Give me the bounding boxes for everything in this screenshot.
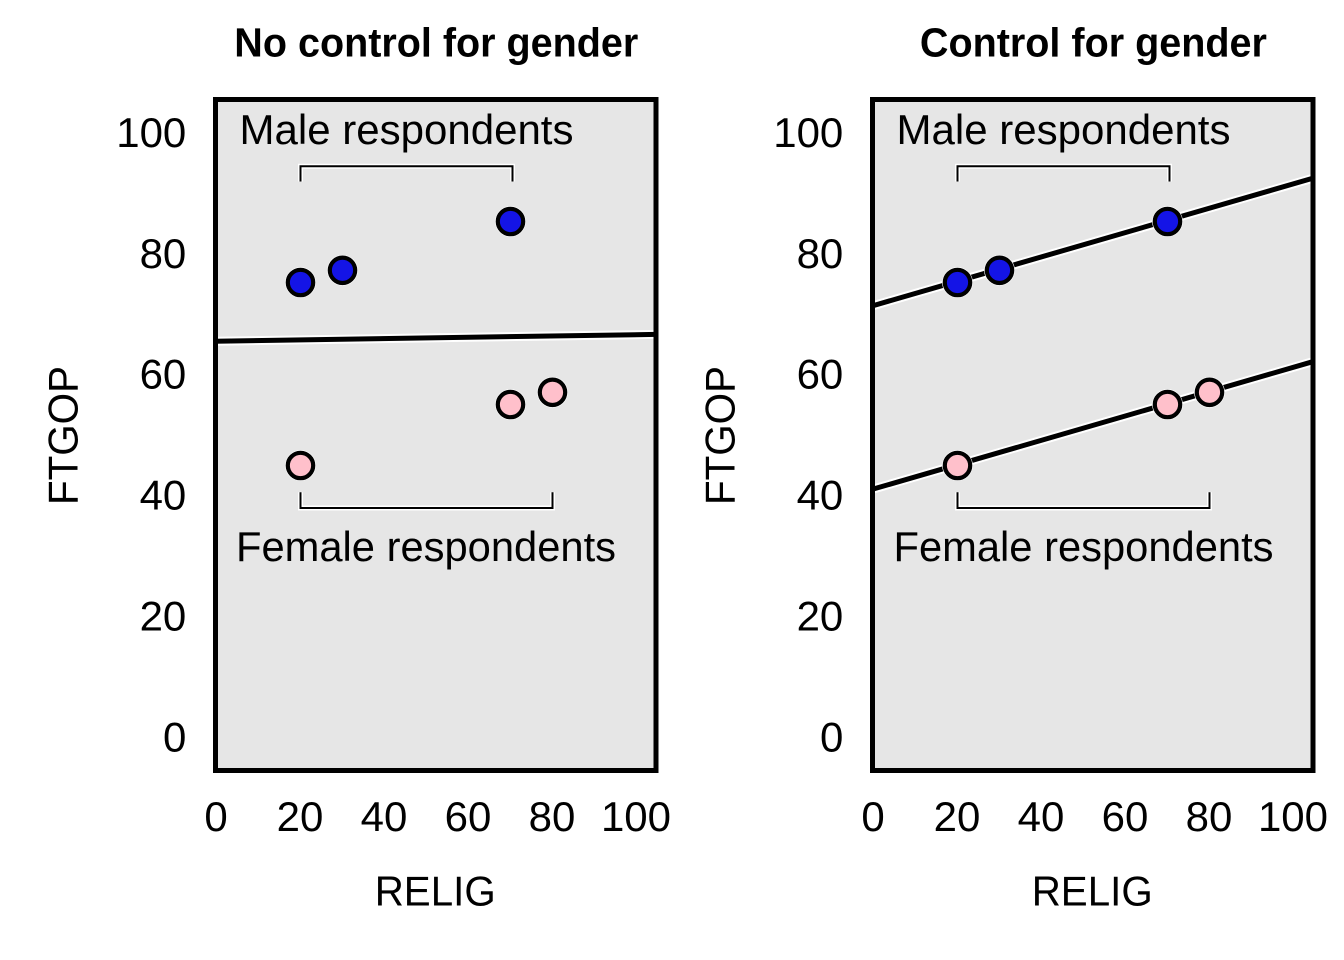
svg-text:80: 80: [1186, 793, 1233, 840]
svg-text:40: 40: [361, 793, 408, 840]
svg-text:60: 60: [1102, 793, 1149, 840]
svg-text:Male respondents: Male respondents: [240, 106, 574, 153]
svg-text:Control for gender: Control for gender: [920, 19, 1267, 65]
svg-text:20: 20: [140, 592, 187, 639]
svg-text:Female respondents: Female respondents: [236, 523, 616, 570]
svg-text:Male respondents: Male respondents: [897, 106, 1231, 153]
svg-text:0: 0: [861, 793, 884, 840]
svg-text:60: 60: [445, 793, 492, 840]
svg-text:40: 40: [140, 472, 187, 519]
svg-text:40: 40: [1018, 793, 1065, 840]
svg-text:20: 20: [934, 793, 981, 840]
svg-text:0: 0: [204, 793, 227, 840]
svg-text:100: 100: [601, 793, 671, 840]
svg-text:RELIG: RELIG: [1032, 867, 1153, 914]
svg-text:60: 60: [140, 351, 187, 398]
svg-text:60: 60: [797, 351, 844, 398]
svg-text:100: 100: [773, 109, 843, 156]
svg-text:0: 0: [820, 713, 843, 760]
svg-text:80: 80: [529, 793, 576, 840]
svg-text:0: 0: [163, 713, 186, 760]
svg-text:80: 80: [140, 230, 187, 277]
svg-text:100: 100: [116, 109, 186, 156]
svg-text:Female respondents: Female respondents: [894, 523, 1274, 570]
svg-text:20: 20: [797, 592, 844, 639]
svg-text:No control for gender: No control for gender: [234, 19, 638, 65]
svg-text:RELIG: RELIG: [375, 867, 496, 914]
svg-text:100: 100: [1258, 793, 1328, 840]
svg-text:20: 20: [277, 793, 324, 840]
svg-text:FTGOP: FTGOP: [40, 366, 87, 505]
svg-text:FTGOP: FTGOP: [697, 366, 744, 505]
svg-text:80: 80: [797, 230, 844, 277]
svg-text:40: 40: [797, 472, 844, 519]
